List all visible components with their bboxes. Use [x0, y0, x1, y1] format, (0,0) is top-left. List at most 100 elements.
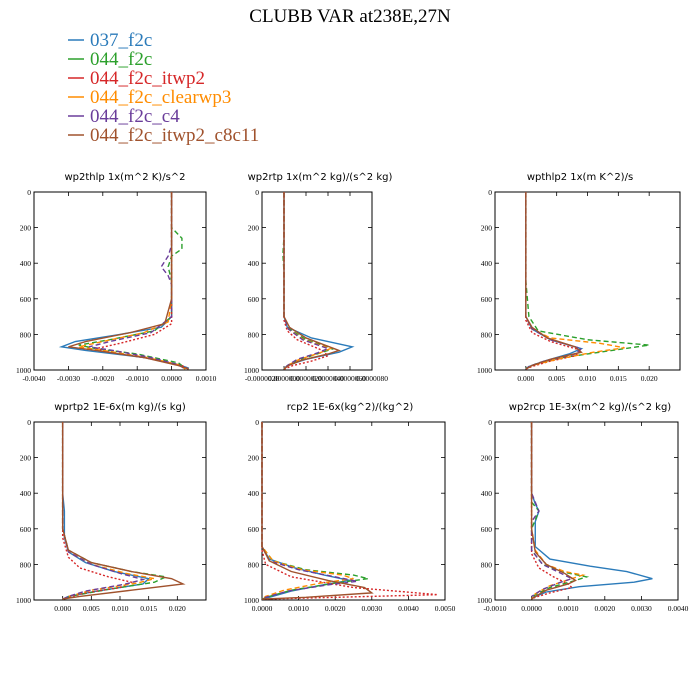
- x-tick-label: 0.0050: [435, 604, 456, 613]
- y-tick-label: 600: [20, 525, 32, 534]
- x-tick-label: 0.0040: [668, 604, 689, 613]
- y-tick-label: 0: [27, 188, 31, 197]
- series-line: [261, 422, 358, 600]
- legend-label: 037_f2c: [90, 30, 152, 51]
- y-tick-label: 800: [481, 560, 493, 569]
- x-tick-label: 0.0000080: [356, 374, 388, 383]
- x-tick-label: 0.0000000: [268, 374, 300, 383]
- y-tick-label: 1000: [477, 596, 492, 605]
- y-tick-label: 600: [248, 295, 260, 304]
- y-tick-label: 400: [248, 259, 260, 268]
- y-tick-label: 1000: [244, 366, 259, 375]
- x-tick-label: 0.0000: [521, 604, 542, 613]
- y-tick-label: 400: [248, 489, 260, 498]
- x-tick-label: 0.0010: [288, 604, 309, 613]
- series-line: [530, 422, 577, 600]
- x-tick-label: 0.000: [517, 374, 534, 383]
- series-line: [61, 422, 155, 600]
- legend-entry: 044_f2c_itwp2: [68, 68, 205, 89]
- x-tick-label: -0.0010: [483, 604, 506, 613]
- panel-title: wpthlp2 1x(m K^2)/s: [527, 172, 633, 183]
- y-tick-label: 200: [248, 454, 260, 463]
- panel-title: wprtp2 1E-6x(m kg)/(s kg): [54, 402, 186, 413]
- legend-label: 044_f2c: [90, 49, 152, 70]
- x-tick-label: 0.005: [83, 604, 100, 613]
- x-tick-label: 0.010: [112, 604, 129, 613]
- series-line: [261, 422, 374, 600]
- x-tick-label: 0.0030: [631, 604, 652, 613]
- x-tick-label: -0.0030: [57, 374, 80, 383]
- series-line: [530, 422, 574, 598]
- series-line: [530, 422, 574, 600]
- x-tick-label: 0.005: [548, 374, 565, 383]
- legend-entry: 044_f2c_clearwp3: [68, 87, 231, 108]
- x-tick-label: 0.015: [610, 374, 627, 383]
- y-tick-label: 200: [481, 454, 493, 463]
- plot-frame: [33, 191, 207, 371]
- x-tick-label: 0.0000040: [312, 374, 344, 383]
- y-tick-label: 400: [20, 489, 32, 498]
- x-tick-label: 0.0010: [558, 604, 579, 613]
- y-tick-label: 1000: [16, 366, 31, 375]
- y-tick-label: 600: [248, 525, 260, 534]
- y-tick-label: 600: [481, 295, 493, 304]
- y-tick-label: 200: [20, 224, 32, 233]
- y-tick-label: 600: [20, 295, 32, 304]
- panel-title: wp2rcp 1E-3x(m^2 kg)/(s^2 kg): [509, 402, 672, 413]
- panels: wp2thlp 1x(m^2 K)/s^202004006008001000-0…: [16, 172, 689, 613]
- series-line: [283, 192, 342, 370]
- x-tick-label: -0.0040: [22, 374, 45, 383]
- chart-panel: rcp2 1E-6x(kg^2)/(kg^2) 0 200 400 600 800 1000…: [244, 402, 456, 613]
- y-tick-label: 1000: [244, 596, 259, 605]
- series-line: [61, 422, 186, 600]
- y-tick-label: 1000: [477, 366, 492, 375]
- y-tick-label: 0: [255, 188, 259, 197]
- legend-entry: 044_f2c_c4: [68, 106, 180, 127]
- chart-panel: wp2thlp 1x(m^2 K)/s^202004006008001000-0…: [16, 172, 217, 383]
- y-tick-label: 200: [20, 454, 32, 463]
- x-tick-label: 0.0010: [196, 374, 217, 383]
- legend-label: 044_f2c_c4: [90, 106, 180, 127]
- legend-entry: 037_f2c: [68, 30, 152, 51]
- y-tick-label: 200: [248, 224, 260, 233]
- x-tick-label: 0.015: [140, 604, 157, 613]
- plot-frame: [494, 421, 679, 601]
- chart-panel: wpthlp2 1x(m K^2)/s 0 200 400 600 800 1000 0.00…: [477, 172, 681, 383]
- x-tick-label: 0.020: [169, 604, 186, 613]
- x-tick-label: 0.0000020: [290, 374, 322, 383]
- x-tick-label: 0.0020: [594, 604, 615, 613]
- y-tick-label: 400: [481, 489, 493, 498]
- y-tick-label: 0: [488, 188, 492, 197]
- legend-label: 044_f2c_clearwp3: [90, 87, 231, 108]
- y-tick-label: 600: [481, 525, 493, 534]
- y-tick-label: 1000: [16, 596, 31, 605]
- plot-frame: [261, 191, 373, 371]
- series-line: [525, 192, 583, 370]
- legend-entry: 044_f2c: [68, 49, 152, 70]
- panel-title: wp2thlp 1x(m^2 K)/s^2: [64, 172, 185, 183]
- legend: 037_f2c044_f2c044_f2c_itwp2044_f2c_clear…: [68, 30, 259, 146]
- series-line: [88, 192, 186, 370]
- panel-title: wp2rtp 1x(m^2 kg)/(s^2 kg): [248, 172, 393, 183]
- chart-panel: wprtp2 1E-6x(m kg)/(s kg) 0 200 400 600 800 10…: [16, 402, 207, 613]
- x-tick-label: 0.0040: [398, 604, 419, 613]
- series-line: [282, 192, 336, 370]
- y-tick-label: 800: [20, 330, 32, 339]
- legend-label: 044_f2c_itwp2_c8c11: [90, 125, 259, 146]
- y-tick-label: 0: [488, 418, 492, 427]
- legend-label: 044_f2c_itwp2: [90, 68, 205, 89]
- y-tick-label: 0: [27, 418, 31, 427]
- chart-panel: wp2rtp 1x(m^2 kg)/(s^2 kg) 0 200 400 600 800 1…: [244, 172, 392, 383]
- x-tick-label: 0.000: [54, 604, 71, 613]
- y-tick-label: 800: [20, 560, 32, 569]
- x-tick-label: 0.0000: [252, 604, 273, 613]
- legend-entry: 044_f2c_itwp2_c8c11: [68, 125, 259, 146]
- y-tick-label: 200: [481, 224, 493, 233]
- series-line: [68, 192, 190, 370]
- series-line: [61, 422, 146, 600]
- panel-title: rcp2 1E-6x(kg^2)/(kg^2): [287, 402, 414, 413]
- x-tick-label: 0.020: [641, 374, 658, 383]
- x-tick-label: 0.010: [579, 374, 596, 383]
- y-tick-label: 800: [248, 330, 260, 339]
